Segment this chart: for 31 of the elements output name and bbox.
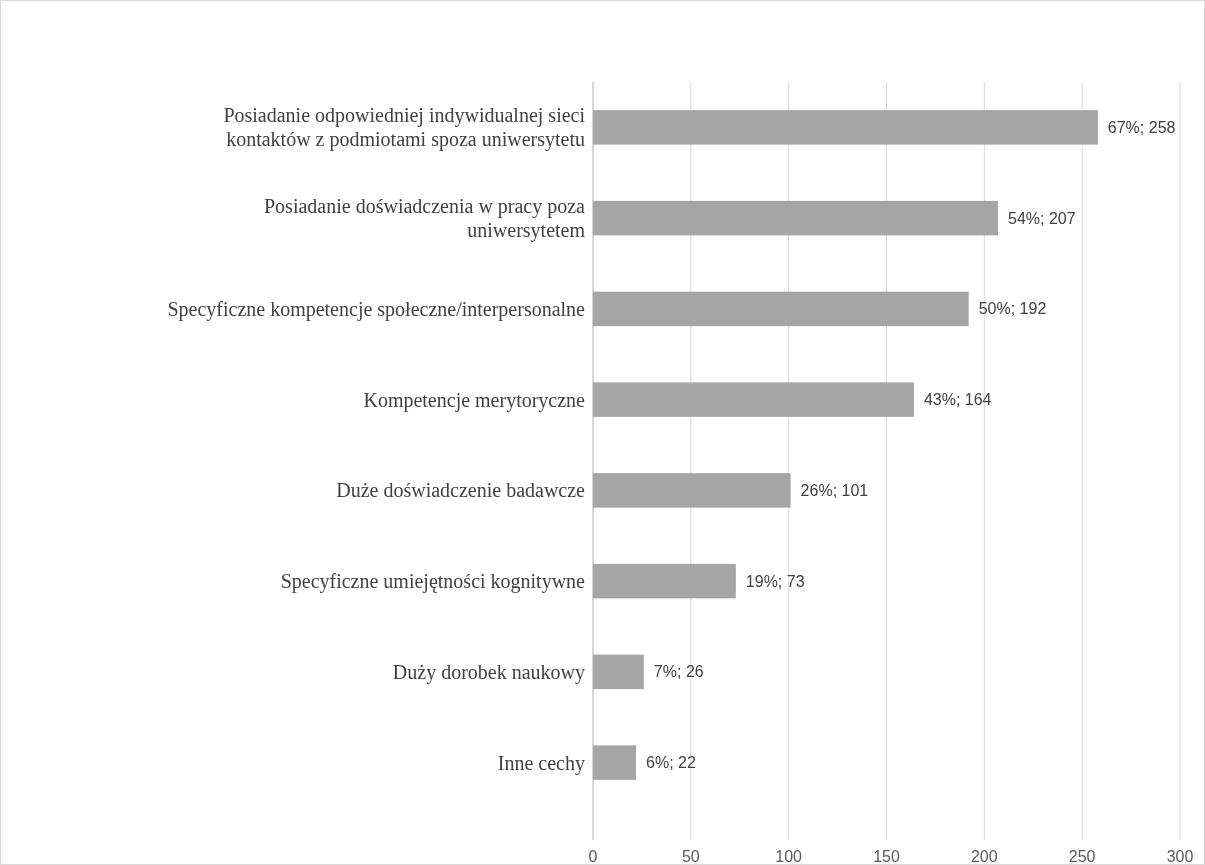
bar [593,110,1098,145]
bar [593,745,637,780]
bar [593,291,969,327]
x-tick-label: 0 [588,848,598,865]
y-tick-label: Kompetencje merytoryczne [363,388,586,412]
data-label: 6%; 22 [646,754,696,772]
y-tick-label: Posiadanie odpowiedniej indywidualnej sieci kontaktów z podmiotami spoza uniwersytetu [223,104,586,152]
y-tick-label: Posiadanie doświadczenia w pracy poza uniwersytetem [264,195,586,243]
y-tick-label: Inne cechy [497,751,585,775]
x-tick-label: 300 [1166,848,1194,865]
data-label: 67%; 258 [1107,118,1176,136]
data-label: 19%; 73 [745,572,805,590]
bar [593,654,644,690]
y-tick-label: Duży dorobek naukowy [392,660,585,684]
y-tick-label: Duże doświadczenie badawcze [336,479,586,502]
data-label: 7%; 26 [653,663,704,681]
x-tick-label: 200 [970,848,998,865]
bar [593,200,999,236]
x-tick-label: 150 [873,848,900,865]
data-label: 43%; 164 [923,391,992,409]
data-label: 54%; 207 [1008,209,1076,227]
bar [593,563,736,599]
x-tick-label: 50 [681,848,700,865]
bar [593,382,914,417]
data-label: 50%; 192 [978,300,1047,318]
y-tick-label: Specyficzne umiejętności kognitywne [280,570,586,594]
bar [593,473,791,508]
y-tick-label: Specyficzne kompetencje społeczne/interpersonalne [167,297,586,321]
x-tick-label: 100 [775,848,803,865]
data-label: 26%; 101 [800,481,869,499]
x-tick-label: 250 [1068,848,1096,865]
